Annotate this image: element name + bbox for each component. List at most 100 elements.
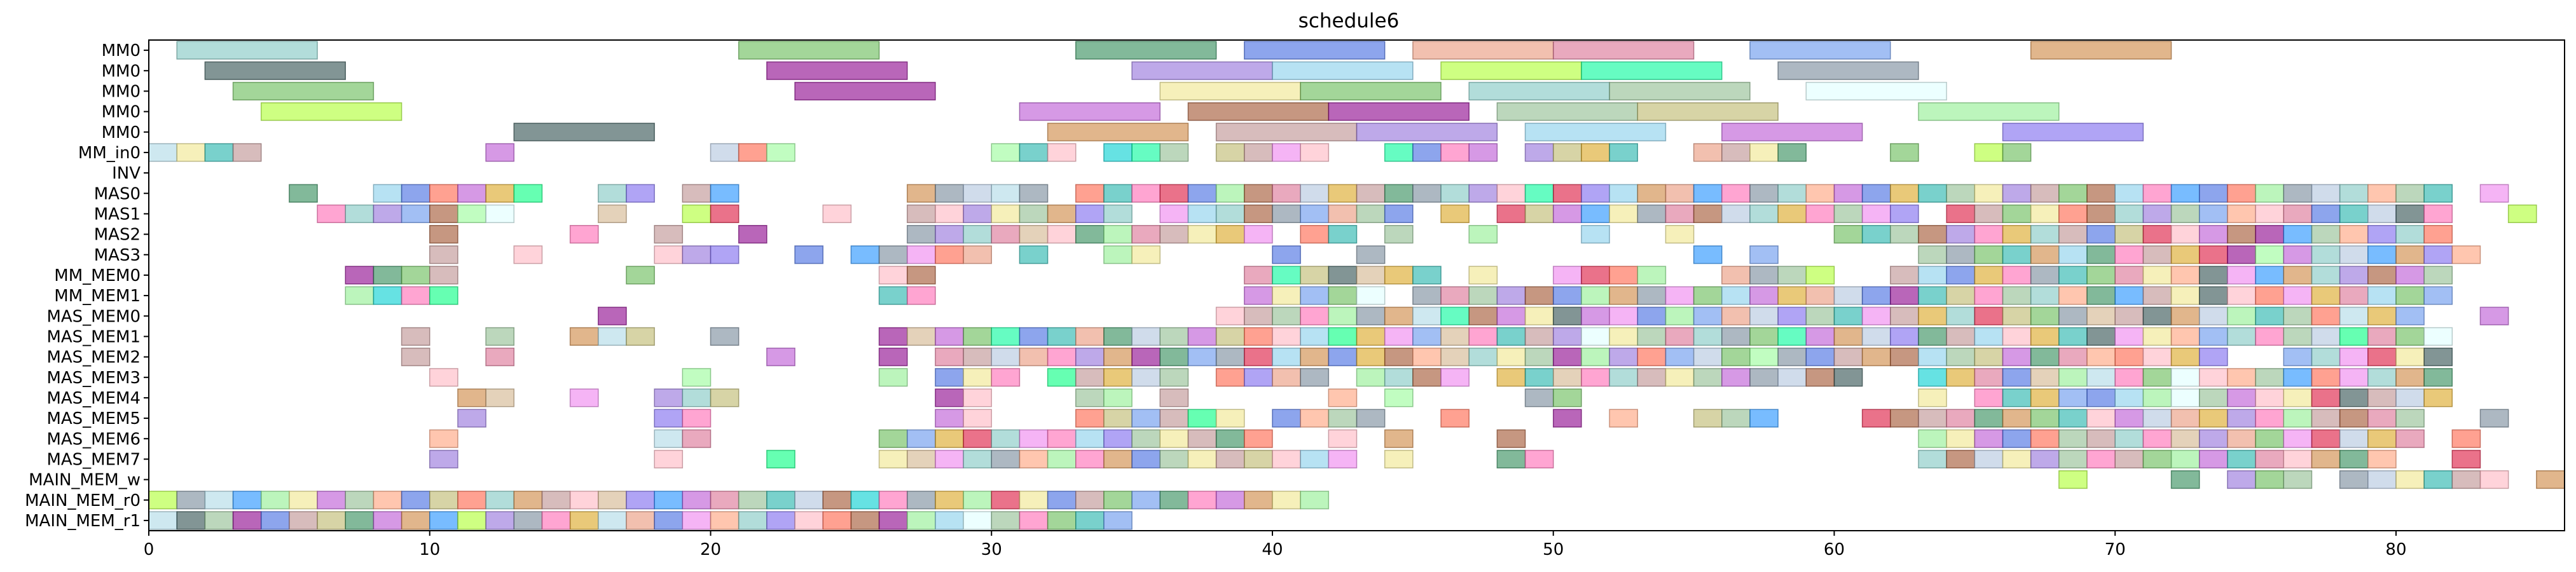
task-bar xyxy=(878,368,908,387)
task-bar xyxy=(429,204,458,223)
task-bar xyxy=(1552,204,1582,223)
task-bar xyxy=(2002,429,2032,448)
task-bar xyxy=(1244,286,1273,305)
task-bar xyxy=(1272,491,1301,510)
task-bar xyxy=(1019,184,1049,203)
task-bar xyxy=(232,81,375,100)
task-bar xyxy=(1103,327,1133,346)
task-bar xyxy=(2227,204,2256,223)
task-bar xyxy=(2451,245,2481,264)
task-bar xyxy=(1552,41,1695,60)
task-bar xyxy=(373,491,403,510)
task-bar xyxy=(1974,245,2004,264)
task-bar xyxy=(2339,388,2369,407)
task-bar xyxy=(1805,286,1835,305)
task-bar xyxy=(401,286,430,305)
task-bar xyxy=(1103,348,1133,367)
task-bar xyxy=(1047,123,1189,142)
task-bar xyxy=(2086,306,2116,325)
task-bar xyxy=(2479,306,2509,325)
task-bar xyxy=(1552,266,1582,285)
task-bar xyxy=(598,327,627,346)
task-bar xyxy=(935,449,964,468)
task-bar xyxy=(1609,266,1638,285)
task-bar xyxy=(1749,368,1779,387)
task-bar xyxy=(1159,143,1189,162)
task-bar xyxy=(2170,266,2200,285)
y-tick-label: MAIN_MEM_w xyxy=(29,471,141,490)
task-bar xyxy=(232,491,262,510)
task-bar xyxy=(682,511,712,530)
task-bar xyxy=(2002,266,2032,285)
task-bar xyxy=(373,266,403,285)
task-bar xyxy=(1075,449,1105,468)
task-bar xyxy=(2114,429,2144,448)
task-bar xyxy=(1890,184,1919,203)
task-bar xyxy=(935,409,964,428)
task-bar xyxy=(1075,204,1105,223)
task-bar xyxy=(1300,143,1330,162)
task-bar xyxy=(1244,266,1273,285)
task-bar xyxy=(2002,184,2032,203)
task-bar xyxy=(2170,184,2200,203)
task-bar xyxy=(1946,225,1976,244)
y-tick-label: MAS_MEM4 xyxy=(46,389,141,408)
task-bar xyxy=(2142,449,2172,468)
task-bar xyxy=(2198,449,2228,468)
task-bar xyxy=(1693,306,1723,325)
task-bar xyxy=(2395,470,2425,489)
task-bar xyxy=(1609,143,1638,162)
task-bar xyxy=(260,102,403,121)
task-bar xyxy=(2227,286,2256,305)
task-bar xyxy=(1749,204,1779,223)
task-bar xyxy=(991,511,1021,530)
task-bar xyxy=(1047,143,1077,162)
task-bar xyxy=(2339,449,2369,468)
task-bar xyxy=(2311,449,2341,468)
task-bar xyxy=(2142,306,2172,325)
task-bar xyxy=(2283,225,2313,244)
task-bar xyxy=(1637,286,1667,305)
task-bar xyxy=(2255,368,2285,387)
task-bar xyxy=(2002,143,2032,162)
task-bar xyxy=(2114,348,2144,367)
task-bar xyxy=(1356,286,1386,305)
task-bar xyxy=(1328,388,1358,407)
task-bar xyxy=(1356,245,1386,264)
task-bar xyxy=(906,429,936,448)
task-bar xyxy=(1244,491,1273,510)
task-bar xyxy=(850,245,880,264)
task-bar xyxy=(2002,327,2032,346)
task-bar xyxy=(2367,348,2397,367)
task-bar xyxy=(1524,143,1554,162)
task-bar xyxy=(2142,388,2172,407)
task-bar xyxy=(2086,429,2116,448)
task-bar xyxy=(2339,368,2369,387)
task-bar xyxy=(935,348,964,367)
task-bar xyxy=(2002,368,2032,387)
task-bar xyxy=(1272,368,1301,387)
task-bar xyxy=(1440,204,1470,223)
task-bar xyxy=(2058,204,2088,223)
task-bar xyxy=(2198,204,2228,223)
task-bar xyxy=(1412,184,1442,203)
task-bar xyxy=(626,511,655,530)
task-bar xyxy=(1581,184,1610,203)
task-bar xyxy=(485,143,515,162)
task-bar xyxy=(1384,143,1414,162)
task-bar xyxy=(2339,286,2369,305)
task-bar xyxy=(626,266,655,285)
task-bar xyxy=(2339,348,2369,367)
task-bar xyxy=(1300,184,1330,203)
task-bar xyxy=(1019,348,1049,367)
task-bar xyxy=(1496,286,1526,305)
task-bar xyxy=(1131,409,1161,428)
plot-frame xyxy=(148,39,2565,531)
task-bar xyxy=(1496,306,1526,325)
task-bar xyxy=(710,327,740,346)
task-bar xyxy=(1524,348,1554,367)
task-bar xyxy=(1075,409,1105,428)
task-bar xyxy=(1300,368,1330,387)
task-bar xyxy=(1749,184,1779,203)
